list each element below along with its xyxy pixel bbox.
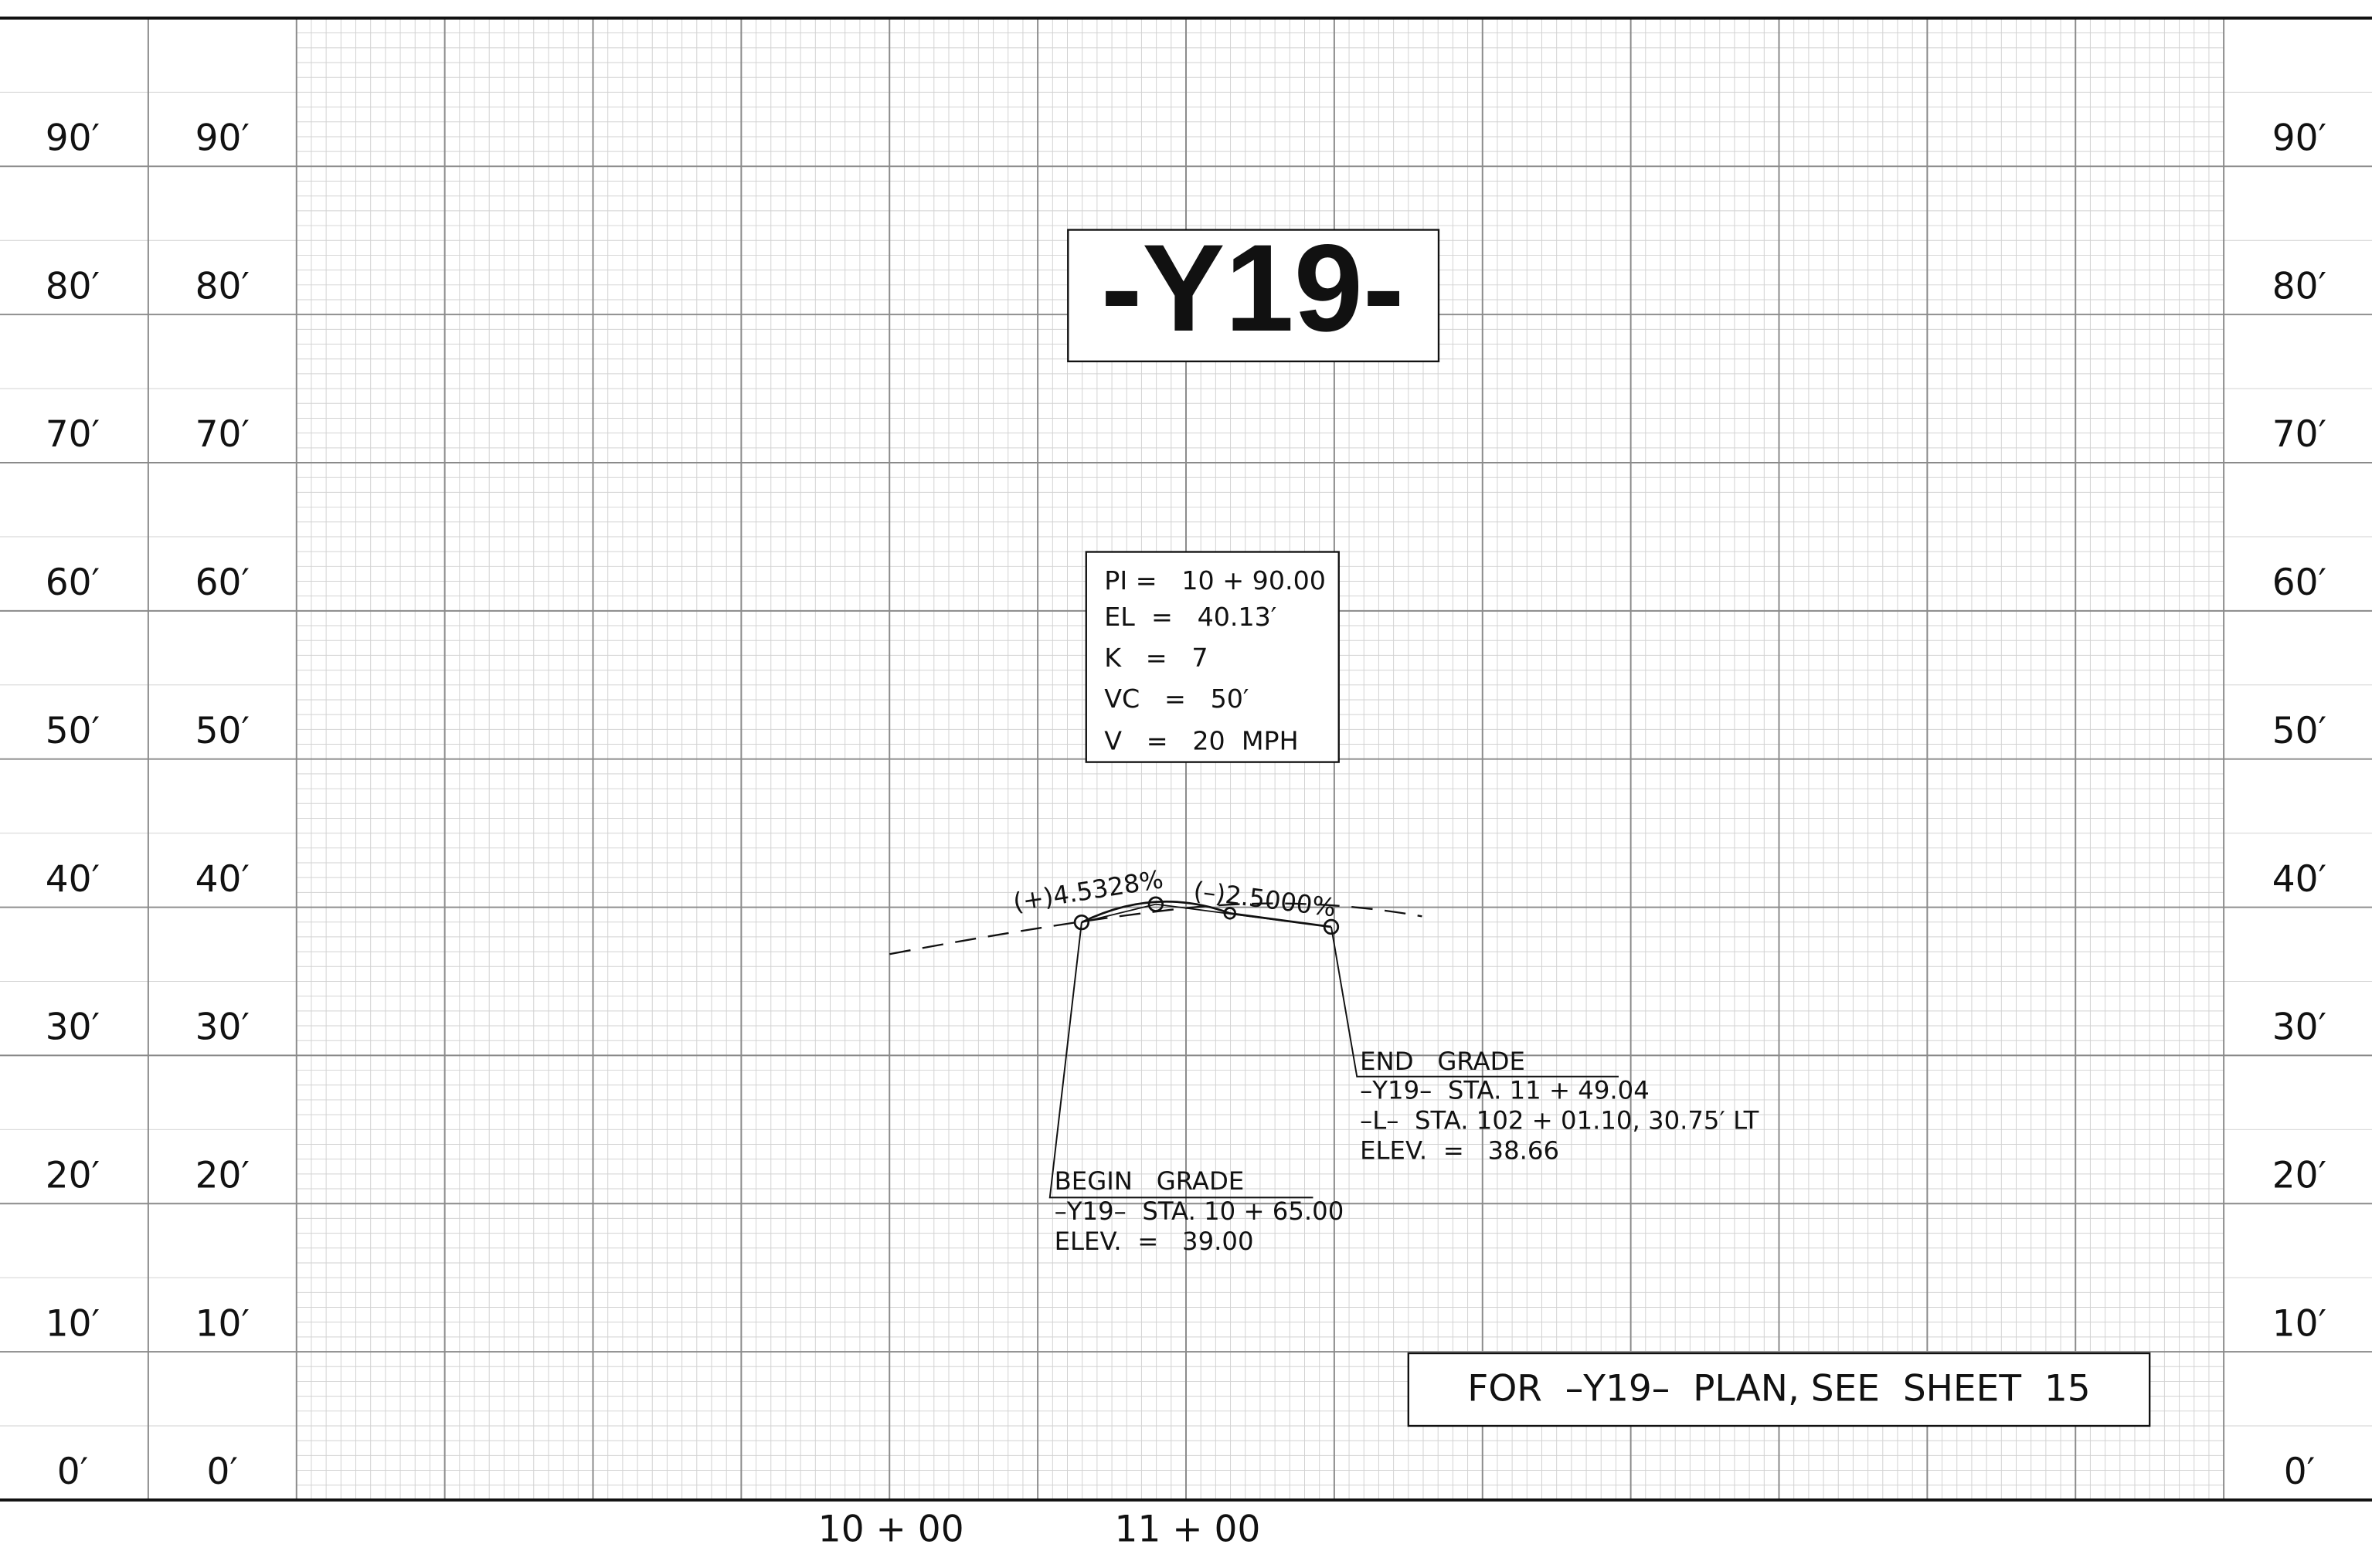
elevation-label: 80′ [2272,265,2326,307]
elevation-label: 30′ [46,1006,100,1049]
curve-data-box [1085,551,1340,763]
elevation-label: 90′ [46,117,100,160]
curve-data-line: PI = 10 + 90.00 [1104,565,1326,596]
title: -Y19- [1101,219,1405,358]
elevation-label: 50′ [2272,710,2326,752]
end-leader [1330,926,1619,1078]
elevation-label: 50′ [195,710,250,752]
curve-data-line: EL = 40.13′ [1104,602,1276,632]
elevation-label: 80′ [195,265,250,307]
begin-point [1073,914,1090,931]
elevation-label: 10′ [46,1302,100,1345]
axis-labels: 0′ 0′ 0′ 10′ 10′ 10′ 20′ 20′ 20′ 30′ 30′ 30′ 40′ 40′ 4… [46,117,2326,1551]
curve-data-line: K = 7 [1104,643,1208,673]
proposed-grade [1081,900,1332,928]
elevation-label: 70′ [2272,413,2326,456]
elevation-label: 60′ [2272,562,2326,604]
elevation-label: 0′ [57,1451,89,1493]
pi-point [1147,896,1164,912]
begin-line: –Y19– STA. 10 + 65.00 [1055,1196,1344,1226]
elevation-label: 0′ [2284,1451,2316,1493]
elevation-label: 20′ [195,1154,250,1196]
elevation-label: 50′ [46,710,100,752]
end-line: ELEV. = 38.66 [1360,1136,1559,1166]
elevation-label: 40′ [2272,858,2326,901]
elevation-label: 60′ [195,562,250,604]
begin-leader [1048,922,1313,1199]
note-box [1407,1352,2151,1427]
title-box [1067,229,1440,363]
elevation-label: 60′ [46,562,100,604]
elevation-label: 10′ [195,1302,250,1345]
elevation-label: 30′ [195,1006,250,1049]
evc-point [1223,907,1237,920]
end-line: –Y19– STA. 11 + 49.04 [1360,1075,1650,1105]
elevation-label: 0′ [207,1451,239,1493]
note: FOR –Y19– PLAN, SEE SHEET 15 [1467,1367,2090,1410]
end-line: –L– STA. 102 + 01.10, 30.75′ LT [1360,1106,1759,1135]
curve-data-line: V = 20 MPH [1104,726,1298,756]
station-label: 10 + 00 [818,1509,964,1551]
end-heading: END GRADE [1360,1047,1525,1076]
elevation-label: 90′ [2272,117,2326,160]
end-point [1323,918,1340,935]
curve-data-line: VC = 50′ [1104,684,1249,714]
grid [0,16,2372,1502]
elevation-label: 40′ [46,858,100,901]
elevation-label: 70′ [46,413,100,456]
elevation-label: 70′ [195,413,250,456]
elevation-label: 30′ [2272,1006,2326,1049]
begin-heading: BEGIN GRADE [1055,1166,1245,1196]
elevation-label: 20′ [46,1154,100,1196]
elevation-label: 40′ [195,858,250,901]
begin-line: ELEV. = 39.00 [1055,1227,1254,1256]
elevation-label: 20′ [2272,1154,2326,1196]
elevation-label: 10′ [2272,1302,2326,1345]
elevation-label: 90′ [195,117,250,160]
elevation-label: 80′ [46,265,100,307]
station-label: 11 + 00 [1115,1509,1261,1551]
tangent-lines [1081,903,1332,928]
